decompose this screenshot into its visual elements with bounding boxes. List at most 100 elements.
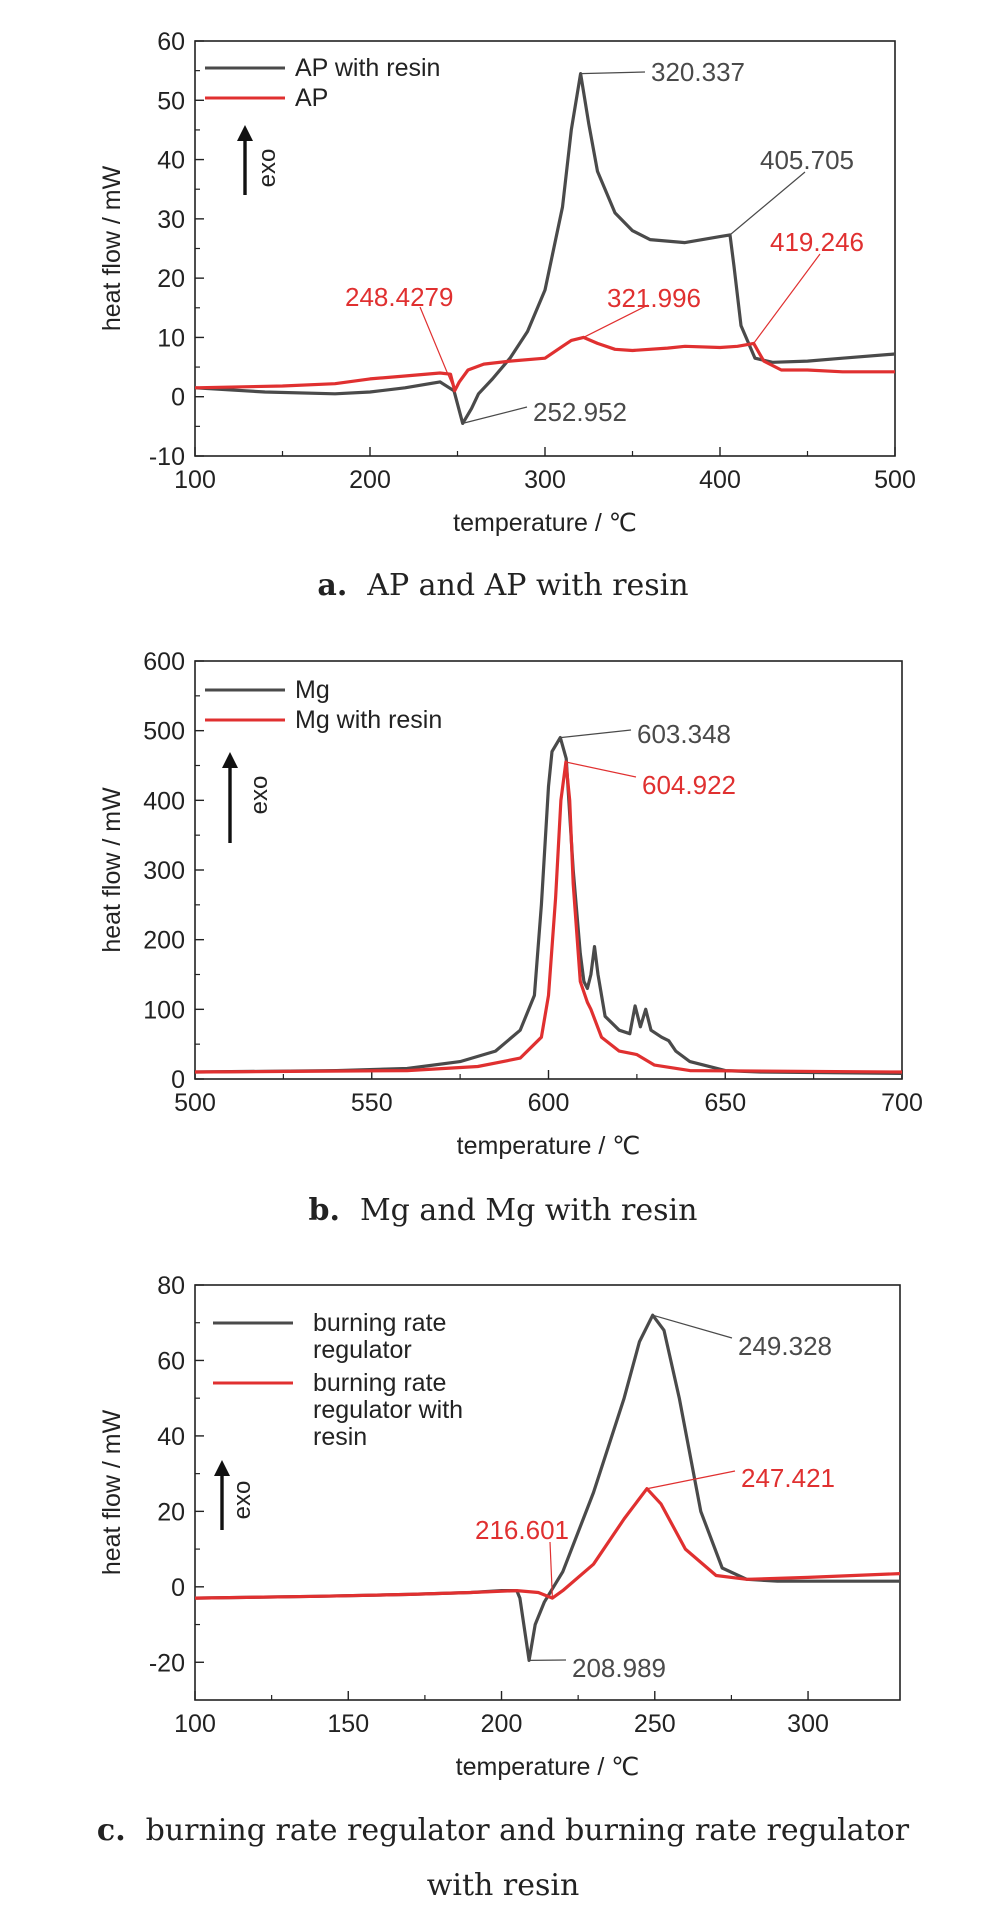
annotation-label: 208.989 <box>572 1653 666 1683</box>
x-tick-label: 400 <box>699 466 741 494</box>
chart-a: 100 200 300 400 500 -10 0 10 20 30 40 50 60 temperatu… <box>98 28 916 603</box>
y-tick-label: 500 <box>143 718 185 746</box>
annotation-leader <box>580 71 646 75</box>
x-tick-label: 150 <box>327 1710 369 1738</box>
caption-letter: c. <box>97 1813 126 1848</box>
y-tick-label: 40 <box>157 1423 185 1451</box>
x-tick-label: 300 <box>524 466 566 494</box>
legend-label: burning rate regulator with resin <box>313 1369 463 1451</box>
annotation-label: 419.246 <box>770 227 864 257</box>
y-tick-label: 0 <box>171 1066 185 1094</box>
y-tick-label: -10 <box>149 443 185 471</box>
x-axis-label: temperature / ℃ <box>456 1753 640 1781</box>
y-tick-label: 80 <box>157 1272 185 1300</box>
annotation-leader <box>560 729 632 739</box>
x-axis-label: temperature / ℃ <box>457 1132 641 1160</box>
annotation-label: 321.996 <box>607 283 701 313</box>
series-line-2 <box>195 335 895 393</box>
annotation-label: 252.952 <box>533 397 627 427</box>
x-tick-label: 200 <box>481 1710 523 1738</box>
y-axis-label: heat flow / mW <box>98 165 126 331</box>
annotation-leader <box>729 171 806 236</box>
exo-label: exo <box>254 149 281 188</box>
annotation-label: 405.705 <box>760 145 854 175</box>
chart-c: 100 150 200 250 300 -20 0 20 40 60 80 temperature /… <box>97 1272 910 1903</box>
annotation-label: 248.4279 <box>345 282 453 312</box>
up-arrow-icon-head <box>214 1460 230 1476</box>
x-tick-label: 100 <box>174 1710 216 1738</box>
annotation-label: 247.421 <box>741 1463 835 1493</box>
y-tick-label: 300 <box>143 857 185 885</box>
y-tick-label: 100 <box>143 996 185 1024</box>
x-tick-label: 100 <box>174 466 216 494</box>
annotation-label: 216.601 <box>475 1515 569 1545</box>
annotation-leader <box>646 1470 736 1490</box>
legend-label: Mg with resin <box>295 706 442 734</box>
annotation-leader <box>565 761 637 778</box>
exo-label: exo <box>229 1481 256 1520</box>
annotation-label: 320.337 <box>651 57 745 87</box>
y-tick-label: -20 <box>149 1649 185 1677</box>
caption-letter: b. <box>309 1193 340 1228</box>
caption: c. burning rate regulator and burning rat… <box>97 1813 910 1903</box>
annotation-leader <box>753 253 821 344</box>
y-tick-label: 10 <box>157 324 185 352</box>
y-tick-label: 0 <box>171 1574 185 1602</box>
y-tick-label: 20 <box>157 265 185 293</box>
x-tick-label: 200 <box>349 466 391 494</box>
caption: b. Mg and Mg with resin <box>309 1193 698 1228</box>
annotation-label: 603.348 <box>637 719 731 749</box>
caption: a. AP and AP with resin <box>317 568 688 603</box>
series-line-2 <box>195 760 902 1074</box>
caption-body: burning rate regulator and burning rate … <box>146 1813 910 1848</box>
x-axis-label: temperature / ℃ <box>453 509 637 537</box>
annotation-leader <box>462 406 528 424</box>
annotation-leader <box>652 1314 733 1339</box>
caption-text: a. AP and AP with resin <box>317 568 688 603</box>
legend-label: Mg <box>295 676 330 704</box>
y-tick-label: 60 <box>157 1347 185 1375</box>
legend-label: AP <box>295 84 328 112</box>
y-axis-label: heat flow / mW <box>98 1409 126 1575</box>
plot-frame <box>194 1284 901 1701</box>
y-tick-label: 600 <box>143 648 185 676</box>
caption-text: c. burning rate regulator and burning rat… <box>97 1813 910 1848</box>
x-tick-label: 300 <box>787 1710 829 1738</box>
up-arrow-icon-head <box>222 752 238 768</box>
y-tick-label: 200 <box>143 927 185 955</box>
y-tick-label: 40 <box>157 147 185 175</box>
x-tick-label: 500 <box>874 466 916 494</box>
y-tick-label: 20 <box>157 1498 185 1526</box>
series-line-1 <box>195 72 895 425</box>
caption-text-2: with resin <box>427 1868 580 1903</box>
y-tick-label: 0 <box>171 384 185 412</box>
legend-label: AP with resin <box>295 54 440 82</box>
y-tick-label: 60 <box>157 28 185 56</box>
legend-label: burning rate regulator <box>313 1309 446 1364</box>
annotation-leader <box>583 304 649 338</box>
caption-body: Mg and Mg with resin <box>360 1193 697 1228</box>
x-tick-label: 550 <box>351 1089 393 1117</box>
caption-body: AP and AP with resin <box>366 568 688 603</box>
annotation-label: 249.328 <box>738 1331 832 1361</box>
x-tick-label: 650 <box>704 1089 746 1117</box>
series-line-2 <box>195 1487 900 1600</box>
x-tick-label: 500 <box>174 1089 216 1117</box>
annotation-leader <box>419 306 456 392</box>
x-tick-label: 250 <box>634 1710 676 1738</box>
y-axis-label: heat flow / mW <box>98 787 126 953</box>
caption-letter: a. <box>317 568 347 603</box>
y-tick-label: 50 <box>157 87 185 115</box>
annotation-leader <box>549 1541 554 1599</box>
y-tick-label: 400 <box>143 787 185 815</box>
caption-text: b. Mg and Mg with resin <box>309 1193 698 1228</box>
up-arrow-icon-head <box>237 125 253 141</box>
x-tick-label: 600 <box>528 1089 570 1117</box>
y-tick-label: 30 <box>157 206 185 234</box>
exo-label: exo <box>246 776 273 815</box>
annotation-label: 604.922 <box>642 770 736 800</box>
